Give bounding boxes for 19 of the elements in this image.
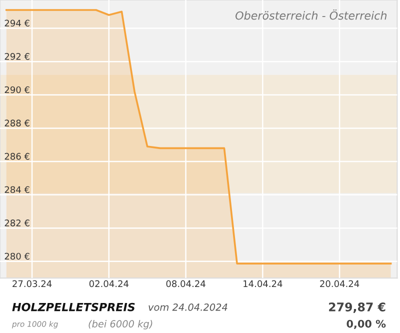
y-tick-label: 286 € — [4, 152, 30, 160]
x-tick-label: 27.03.24 — [12, 280, 52, 288]
y-tick-label: 282 € — [4, 220, 30, 226]
text: Oberösterreich - Österreich — [236, 9, 387, 20]
text: vom 24.04.2024 — [148, 303, 228, 311]
x-tick-label: 14.04.24 — [244, 280, 282, 288]
text: 279,87 € — [329, 302, 386, 313]
y-tick-label: 290 € — [4, 86, 30, 94]
y-tick-label: 284 € — [4, 186, 30, 194]
text: HOLZPELLETSPREIS — [12, 302, 135, 312]
y-tick-label: 288 € — [4, 120, 30, 126]
x-tick-label: 20.04.24 — [320, 280, 360, 288]
x-tick-label: 02.04.24 — [89, 280, 129, 288]
text: (bei 6000 kg) — [88, 320, 152, 330]
x-tick-label: 08.04.24 — [166, 280, 206, 288]
text: 0,00 % — [346, 320, 386, 330]
y-tick-label: 294 € — [4, 20, 30, 27]
y-tick-label: 292 € — [4, 53, 30, 60]
y-tick-label: 280 € — [4, 252, 30, 260]
